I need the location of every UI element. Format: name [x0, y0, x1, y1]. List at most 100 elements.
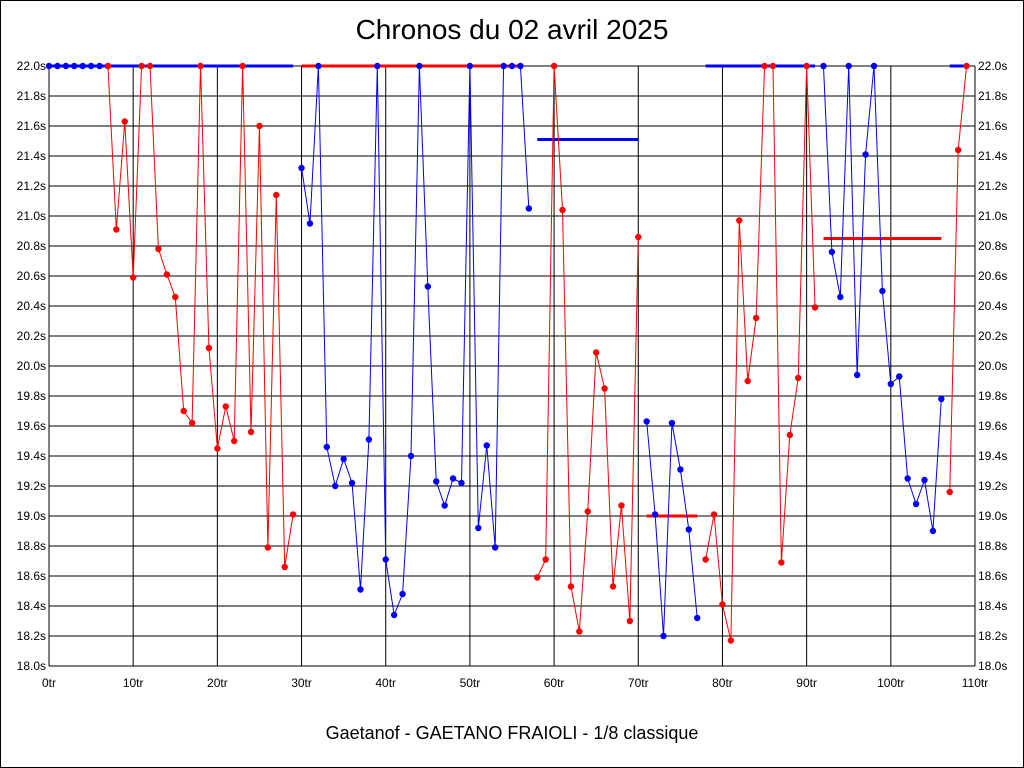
data-point	[146, 62, 154, 70]
data-point	[618, 502, 625, 509]
y-tick-label-left: 21.2s	[17, 179, 46, 193]
y-tick-label-left: 20.2s	[17, 329, 46, 343]
data-point	[62, 62, 70, 70]
data-point	[626, 617, 634, 625]
data-point	[584, 508, 591, 515]
series-line	[705, 65, 816, 641]
y-tick-label-left: 21.0s	[17, 209, 46, 223]
y-tick-label-right: 19.8s	[978, 389, 1007, 403]
data-point	[727, 637, 735, 644]
data-point	[845, 62, 852, 70]
data-point	[702, 556, 709, 563]
data-point	[289, 511, 297, 518]
y-tick-label-left: 20.6s	[17, 269, 46, 283]
y-tick-label-left: 21.8s	[17, 89, 46, 103]
data-point	[828, 248, 836, 256]
y-tick-label-right: 20.4s	[978, 299, 1007, 313]
data-point	[458, 479, 465, 487]
y-tick-label-right: 18.0s	[978, 659, 1007, 673]
data-point	[752, 314, 760, 322]
chart-footer: Gaetanof - GAETANO FRAIOLI - 1/8 classiq…	[325, 723, 699, 743]
data-point	[534, 574, 541, 581]
x-tick-label: 80tr	[712, 676, 733, 690]
data-point	[374, 62, 381, 70]
data-point	[938, 395, 945, 403]
data-point	[820, 62, 827, 70]
data-point	[256, 122, 263, 130]
series-line	[301, 65, 530, 617]
data-point	[239, 62, 246, 70]
data-point	[273, 191, 280, 199]
data-point	[921, 476, 928, 484]
data-point	[87, 62, 95, 70]
data-point	[71, 62, 78, 70]
data-point	[542, 556, 549, 563]
x-tick-label: 20tr	[207, 676, 228, 690]
x-tick-label: 110tr	[962, 676, 988, 690]
data-point	[205, 344, 213, 352]
data-point	[736, 217, 743, 224]
y-tick-label-left: 19.6s	[17, 419, 46, 433]
x-tick-label: 90tr	[796, 676, 817, 690]
x-tick-label: 10tr	[123, 676, 144, 690]
x-tick-label: 50tr	[460, 676, 481, 690]
y-tick-label-right: 20.8s	[978, 239, 1007, 253]
data-point	[340, 455, 347, 463]
y-tick-label-right: 21.6s	[978, 119, 1007, 133]
data-point	[963, 62, 970, 70]
data-point	[576, 628, 583, 635]
y-tick-label-right: 18.6s	[978, 569, 1007, 583]
y-tick-label-left: 19.8s	[17, 389, 46, 403]
data-point	[601, 385, 608, 392]
y-tick-label-left: 18.0s	[17, 659, 46, 673]
data-point	[862, 151, 869, 158]
y-tick-label-left: 18.8s	[17, 539, 46, 553]
data-point	[592, 349, 600, 356]
data-point	[197, 62, 204, 70]
data-point	[390, 611, 398, 619]
data-point	[222, 403, 229, 410]
data-point	[323, 443, 330, 451]
y-tick-label-left: 19.4s	[17, 449, 46, 463]
data-point	[694, 614, 701, 622]
y-tick-label-left: 19.2s	[17, 479, 46, 493]
data-point	[188, 419, 196, 427]
data-point	[761, 62, 768, 70]
x-tick-label: 60tr	[544, 676, 565, 690]
data-point	[853, 371, 861, 379]
chart-title: Chronos du 02 avril 2025	[355, 14, 669, 45]
data-point	[365, 436, 373, 443]
data-point	[954, 146, 962, 154]
data-point	[719, 601, 726, 608]
data-point	[433, 478, 440, 485]
data-point	[466, 62, 474, 70]
data-point	[896, 373, 903, 380]
y-tick-label-right: 19.6s	[978, 419, 1007, 433]
data-point	[113, 226, 120, 233]
data-point	[677, 466, 684, 473]
y-tick-label-right: 21.8s	[978, 89, 1007, 103]
data-point	[264, 544, 272, 551]
data-point	[441, 502, 448, 509]
series-line	[949, 65, 968, 493]
data-point	[54, 62, 61, 70]
data-point	[231, 437, 238, 445]
data-point	[247, 428, 255, 436]
data-point	[769, 62, 777, 70]
data-point	[475, 524, 482, 532]
data-point	[508, 62, 516, 70]
y-tick-label-right: 18.8s	[978, 539, 1007, 553]
data-point	[155, 245, 162, 253]
data-point	[306, 220, 314, 227]
data-point	[104, 62, 112, 70]
y-tick-label-right: 20.0s	[978, 359, 1007, 373]
data-point	[778, 559, 785, 566]
data-point	[214, 445, 221, 452]
series-line	[107, 65, 294, 568]
data-point	[281, 563, 288, 571]
data-point	[315, 62, 322, 70]
data-point	[651, 511, 659, 518]
data-point	[424, 283, 432, 290]
data-point	[348, 479, 356, 487]
y-tick-label-right: 22.0s	[978, 59, 1007, 73]
